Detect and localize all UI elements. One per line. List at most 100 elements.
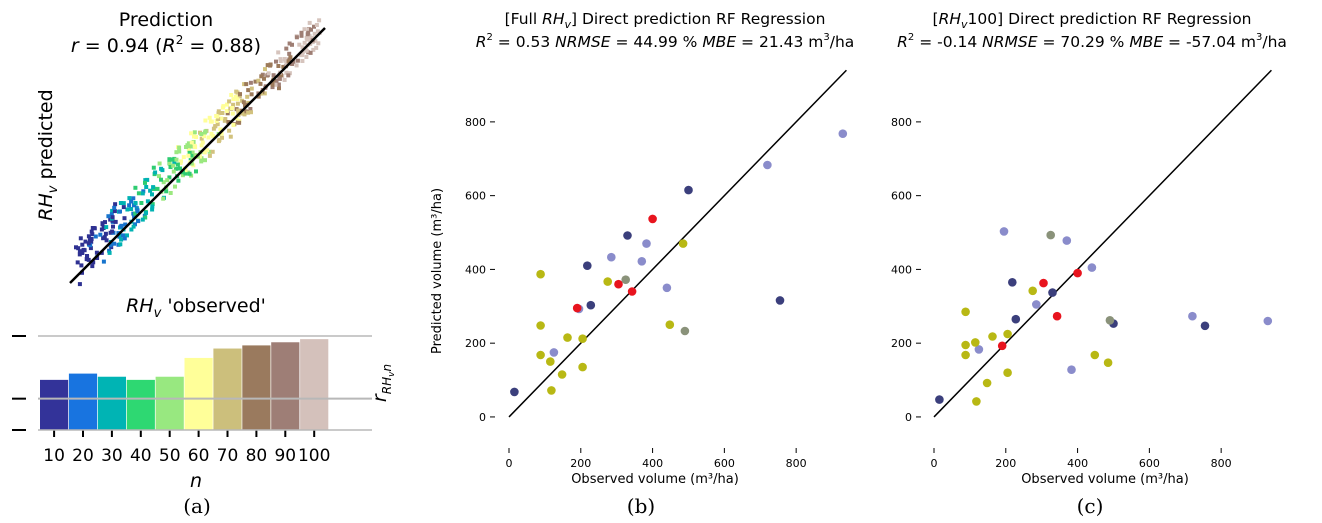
identity-line <box>508 69 847 418</box>
scatter-marker <box>284 61 289 66</box>
scatter-marker <box>186 147 191 152</box>
y-tick-label: 200 <box>891 337 912 350</box>
y-tick-label: 400 <box>891 263 912 276</box>
scatter-point <box>1062 236 1072 245</box>
panel-a-scatter-title: Prediction <box>119 9 213 31</box>
panel-c-scatter-plot: 0 200 400 600 800 0 200 400 600 800 <box>891 69 1273 470</box>
scatter-marker <box>192 143 197 148</box>
scatter-point <box>603 277 612 286</box>
scatter-point <box>1073 268 1082 278</box>
scatter-point <box>971 338 980 347</box>
scatter-point <box>1103 358 1113 368</box>
scatter-marker <box>178 161 183 165</box>
scatter-marker <box>290 62 295 66</box>
scatter-marker <box>276 64 281 68</box>
panel-c-caption: (c) <box>1077 494 1104 518</box>
scatter-marker <box>112 241 117 246</box>
scatter-marker <box>171 163 176 168</box>
scatter-marker <box>308 50 313 55</box>
bar-tick-label: 30 <box>101 446 123 466</box>
scatter-marker <box>304 48 309 53</box>
scatter-marker <box>90 226 95 230</box>
scatter-marker <box>112 205 117 210</box>
scatter-point <box>982 378 992 388</box>
scatter-marker <box>167 157 172 162</box>
scatter-marker <box>226 120 231 124</box>
bar-tick-label: 100 <box>298 446 330 466</box>
scatter-marker <box>202 134 206 139</box>
scatter-point <box>684 185 693 195</box>
scatter-marker <box>123 222 128 227</box>
scatter-marker <box>100 221 105 226</box>
scatter-marker <box>256 94 261 99</box>
bar <box>126 379 155 430</box>
bar-tick-label: 70 <box>217 446 239 466</box>
scatter-marker <box>248 80 253 85</box>
scatter-marker <box>103 231 108 236</box>
scatter-marker <box>151 165 156 170</box>
scatter-marker <box>211 134 216 139</box>
scatter-marker <box>86 257 91 262</box>
y-tick-label: 600 <box>465 190 486 203</box>
scatter-point <box>536 350 545 360</box>
scatter-marker <box>199 132 204 136</box>
scatter-marker <box>159 177 163 182</box>
scatter-marker <box>278 57 283 62</box>
scatter-point <box>642 239 651 248</box>
bar-tick-label: 40 <box>130 446 152 466</box>
scatter-point <box>678 239 688 248</box>
scatter-marker <box>80 270 84 275</box>
scatter-point <box>972 397 981 406</box>
scatter-marker <box>131 196 136 201</box>
scatter-marker <box>192 130 197 135</box>
scatter-marker <box>140 217 145 222</box>
scatter-marker <box>225 102 229 107</box>
scatter-marker <box>139 201 144 205</box>
scatter-marker <box>220 135 224 140</box>
scatter-marker <box>287 51 292 56</box>
scatter-point <box>961 307 970 317</box>
scatter-marker <box>93 234 98 239</box>
scatter-marker <box>244 82 249 87</box>
scatter-marker <box>187 171 192 176</box>
bar <box>97 376 126 431</box>
scatter-marker <box>118 242 123 247</box>
scatter-marker <box>276 82 281 87</box>
scatter-marker <box>256 78 261 83</box>
scatter-marker <box>279 73 284 78</box>
scatter-marker <box>282 57 287 61</box>
scatter-marker <box>82 248 87 253</box>
scatter-marker <box>242 112 247 117</box>
scatter-marker <box>145 199 150 204</box>
scatter-marker <box>133 185 138 190</box>
scatter-marker <box>159 166 164 171</box>
scatter-marker <box>143 215 148 220</box>
x-tick-label: 200 <box>570 457 591 470</box>
scatter-marker <box>171 169 176 174</box>
scatter-point <box>997 341 1007 351</box>
scatter-marker <box>187 150 192 155</box>
scatter-marker <box>150 204 155 209</box>
scatter-marker <box>220 105 225 110</box>
scatter-point <box>1032 300 1041 309</box>
scatter-point <box>627 287 637 296</box>
scatter-marker <box>129 227 134 232</box>
scatter-marker <box>94 250 99 255</box>
scatter-marker <box>312 24 316 29</box>
scatter-point <box>680 326 690 336</box>
scatter-marker <box>307 20 312 25</box>
scatter-marker <box>183 168 188 173</box>
scatter-marker <box>225 111 230 116</box>
scatter-marker <box>235 90 240 95</box>
scatter-marker <box>299 33 304 38</box>
scatter-marker <box>306 27 311 32</box>
scatter-marker <box>291 59 296 64</box>
scatter-point <box>578 362 587 372</box>
scatter-marker <box>219 131 224 136</box>
scatter-marker <box>133 211 138 216</box>
scatter-marker <box>113 219 118 224</box>
y-tick-label: 800 <box>891 116 912 129</box>
scatter-point <box>665 320 675 330</box>
scatter-marker <box>194 135 199 139</box>
